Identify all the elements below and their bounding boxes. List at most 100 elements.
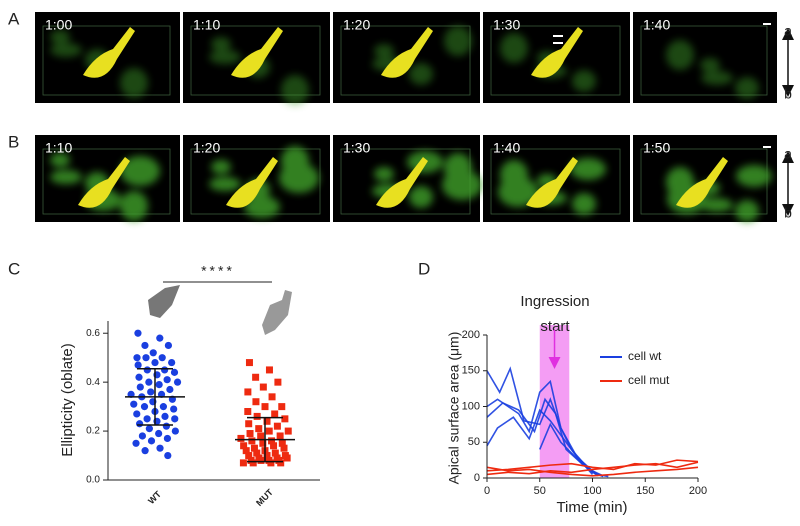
dot — [252, 373, 260, 381]
legend-label: cell mut — [628, 373, 670, 387]
dot — [164, 451, 172, 460]
dot — [246, 430, 254, 438]
dot — [158, 354, 166, 362]
annotation: Ingression — [520, 293, 589, 310]
dot — [268, 437, 276, 445]
dot — [173, 378, 182, 386]
dot — [141, 341, 149, 350]
timestamp: 1:40 — [493, 140, 520, 156]
bounding-box — [340, 25, 471, 96]
yellow-cell — [676, 157, 728, 208]
x-tick-label: MUT — [254, 487, 275, 508]
green-blob — [120, 68, 148, 98]
dot — [147, 388, 155, 396]
dot — [284, 427, 292, 435]
dot — [149, 349, 157, 357]
axis-end-label: a — [784, 23, 792, 39]
dot — [170, 405, 178, 413]
dot — [163, 376, 171, 384]
yellow-cell — [526, 157, 578, 208]
timestamp: 1:40 — [643, 17, 670, 33]
dot — [134, 329, 142, 337]
y-tick-label: 0.6 — [86, 328, 100, 339]
green-blob — [279, 163, 319, 193]
axis-end-label: b — [784, 86, 792, 102]
dot — [136, 383, 144, 391]
cell-icon — [262, 290, 292, 335]
dot — [242, 447, 250, 455]
green-blob — [50, 153, 70, 167]
dot — [257, 432, 265, 440]
dot — [130, 400, 138, 408]
dot — [156, 334, 164, 342]
green-blob — [209, 177, 241, 191]
yellow-cell — [531, 27, 583, 78]
dot — [268, 393, 276, 401]
dot — [259, 439, 267, 447]
green-blob — [498, 177, 538, 207]
dot — [133, 410, 141, 418]
green-blob — [50, 30, 70, 44]
dot — [159, 403, 167, 411]
dot — [273, 422, 281, 430]
dot — [162, 422, 170, 430]
dot — [274, 378, 282, 386]
dot — [281, 415, 289, 423]
y-tick-label: 150 — [462, 365, 480, 377]
dot — [237, 434, 245, 442]
dot — [138, 432, 146, 440]
dot — [136, 420, 144, 428]
yellow-cell — [78, 157, 130, 208]
dot — [257, 456, 265, 464]
green-blob — [120, 191, 148, 221]
y-tick-label: 200 — [462, 329, 480, 341]
dot — [240, 442, 248, 450]
significance: **** — [201, 263, 235, 279]
dot — [276, 432, 284, 440]
dot — [250, 444, 258, 452]
y-tick-label: 0 — [474, 472, 480, 484]
x-tick-label: 100 — [583, 485, 601, 497]
dot — [249, 459, 257, 467]
dot — [161, 366, 169, 374]
timestamp: 1:30 — [493, 17, 520, 33]
dot — [265, 427, 273, 435]
panel-label: C — [8, 259, 20, 278]
scale-bar — [763, 146, 771, 148]
dot — [171, 427, 179, 435]
timestamp: 1:50 — [643, 140, 670, 156]
dot — [255, 425, 263, 433]
green-blob — [701, 71, 733, 85]
panel-label: A — [8, 9, 20, 28]
dot — [142, 354, 150, 362]
y-axis-label: Ellipticity (oblate) — [59, 343, 76, 456]
dot — [145, 378, 153, 386]
green-blob — [50, 43, 82, 57]
dot — [244, 408, 252, 416]
dot — [263, 452, 271, 460]
yellow-cell — [376, 157, 428, 208]
dot — [278, 403, 286, 411]
dot — [259, 383, 267, 391]
y-tick-label: 50 — [468, 436, 480, 448]
green-blob — [209, 50, 241, 64]
dot — [168, 358, 176, 367]
series-line — [486, 461, 699, 476]
cell-icon — [148, 285, 180, 318]
green-blob — [736, 165, 772, 187]
timestamp: 1:20 — [193, 140, 220, 156]
dot — [245, 420, 253, 428]
green-signal — [666, 40, 759, 99]
dot — [280, 444, 288, 452]
dot — [267, 459, 275, 467]
green-blob — [735, 77, 759, 99]
dot — [265, 366, 273, 374]
dot — [261, 403, 269, 411]
green-blob — [701, 198, 733, 212]
dot — [143, 415, 151, 423]
green-blob — [374, 167, 394, 181]
series-line — [486, 466, 699, 477]
dot — [163, 434, 172, 443]
x-axis-label: Time (min) — [556, 499, 627, 516]
